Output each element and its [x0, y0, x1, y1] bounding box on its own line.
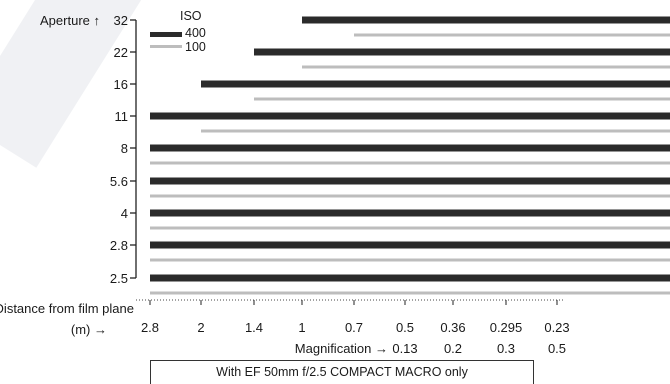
y-tick-label-11: 11: [115, 109, 129, 124]
x-axis-label-magnification: Magnification →: [295, 341, 388, 356]
note-box: With EF 50mm f/2.5 COMPACT MACRO only: [150, 360, 534, 384]
bar-iso400-4: [150, 209, 670, 217]
x-tick-label-0.7: 0.7: [345, 320, 363, 335]
magnification-tick-label-0.2: 0.2: [444, 341, 462, 356]
x-tick-label-2.8: 2.8: [141, 320, 159, 335]
legend-swatch-400: [150, 32, 182, 37]
bar-iso100-2.5: [150, 291, 670, 295]
x-tick-label-1.4: 1.4: [245, 320, 263, 335]
bar-iso400-32: [302, 16, 670, 24]
magnification-tick-label-0.3: 0.3: [497, 341, 515, 356]
magnification-tick-label-0.13: 0.13: [392, 341, 417, 356]
bar-iso100-5.6: [150, 194, 670, 198]
x-axis-label-distance-line1: Distance from film plane: [0, 301, 134, 316]
bar-iso100-8: [150, 161, 670, 165]
y-axis-label: Aperture ↑: [40, 13, 100, 28]
x-tick-label-0.5: 0.5: [396, 320, 414, 335]
y-tick-label-8: 8: [121, 141, 128, 156]
bar-iso400-2.8: [150, 241, 670, 249]
y-tick-label-2.5: 2.5: [110, 271, 128, 286]
magnification-tick-label-0.5: 0.5: [548, 341, 566, 356]
x-tick-label-1: 1: [298, 320, 305, 335]
legend-label-100: 100: [185, 40, 206, 54]
legend-label-400: 400: [185, 26, 206, 40]
bar-iso100-16: [254, 97, 670, 101]
x-tick-label-0.23: 0.23: [544, 320, 569, 335]
y-tick-label-16: 16: [114, 77, 128, 92]
bar-iso400-8: [150, 144, 670, 152]
bar-iso400-22: [254, 48, 670, 56]
legend-title: ISO: [180, 9, 202, 23]
bar-iso100-32: [354, 33, 670, 37]
x-tick-label-2: 2: [197, 320, 204, 335]
y-tick-label-2.8: 2.8: [110, 238, 128, 253]
y-tick-label-5.6: 5.6: [110, 174, 128, 189]
bar-iso100-22: [302, 65, 670, 69]
x-tick-label-0.295: 0.295: [490, 320, 523, 335]
legend-swatch-100: [150, 45, 182, 48]
note-text: With EF 50mm f/2.5 COMPACT MACRO only: [216, 365, 468, 379]
bar-iso100-11: [201, 129, 670, 133]
x-tick-label-0.36: 0.36: [440, 320, 465, 335]
y-tick-label-4: 4: [121, 206, 128, 221]
y-tick-label-22: 22: [114, 45, 128, 60]
y-tick-label-32: 32: [114, 13, 128, 28]
bar-iso400-16: [201, 80, 670, 88]
x-axis-label-distance-line2: (m) →: [71, 322, 107, 337]
bar-iso400-11: [150, 112, 670, 120]
bar-iso400-2.5: [150, 274, 670, 282]
bar-iso100-2.8: [150, 258, 670, 262]
bar-iso400-5.6: [150, 177, 670, 185]
bar-iso100-4: [150, 226, 670, 230]
